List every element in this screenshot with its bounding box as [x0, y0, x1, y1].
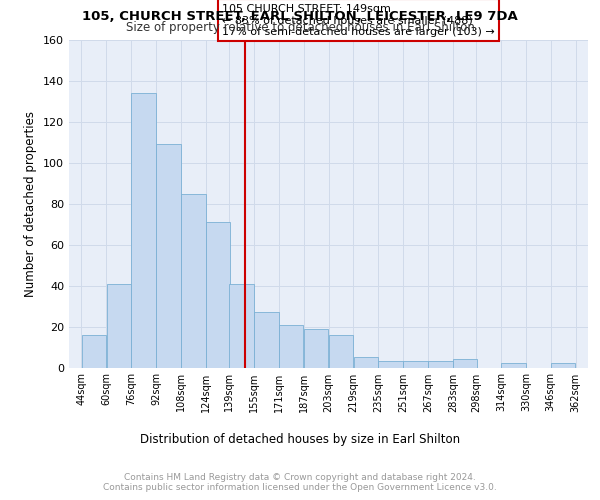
- Bar: [229, 284, 254, 368]
- Bar: [551, 364, 575, 368]
- Text: Size of property relative to detached houses in Earl Shilton: Size of property relative to detached ho…: [125, 21, 475, 34]
- Bar: [403, 362, 428, 368]
- Bar: [131, 93, 156, 367]
- Bar: [279, 324, 304, 368]
- Text: Contains HM Land Registry data © Crown copyright and database right 2024.: Contains HM Land Registry data © Crown c…: [124, 472, 476, 482]
- Bar: [501, 364, 526, 368]
- Bar: [107, 284, 131, 368]
- Bar: [453, 360, 478, 368]
- Bar: [254, 312, 278, 368]
- Bar: [379, 362, 403, 368]
- Bar: [156, 144, 181, 368]
- Bar: [82, 335, 106, 368]
- Text: Contains public sector information licensed under the Open Government Licence v3: Contains public sector information licen…: [103, 484, 497, 492]
- Text: 105 CHURCH STREET: 149sqm
← 83% of detached houses are smaller (488)
17% of semi: 105 CHURCH STREET: 149sqm ← 83% of detac…: [222, 4, 495, 36]
- Text: Distribution of detached houses by size in Earl Shilton: Distribution of detached houses by size …: [140, 432, 460, 446]
- Bar: [304, 328, 328, 368]
- Bar: [428, 362, 452, 368]
- Bar: [329, 335, 353, 368]
- Y-axis label: Number of detached properties: Number of detached properties: [25, 111, 37, 296]
- Bar: [181, 194, 206, 368]
- Bar: [353, 358, 378, 368]
- Text: 105, CHURCH STREET, EARL SHILTON, LEICESTER, LE9 7DA: 105, CHURCH STREET, EARL SHILTON, LEICES…: [82, 10, 518, 23]
- Bar: [206, 222, 230, 368]
